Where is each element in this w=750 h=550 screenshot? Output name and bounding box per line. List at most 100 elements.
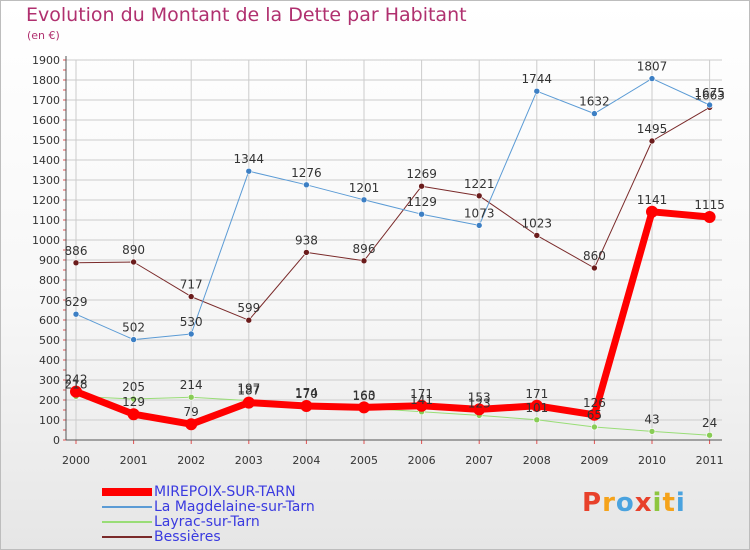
data-label: 502 — [122, 321, 145, 335]
data-label: 187 — [237, 384, 260, 398]
logo-letter: i — [652, 488, 663, 518]
data-label: 1344 — [234, 152, 265, 166]
y-tick-label: 400 — [39, 354, 60, 367]
x-tick-label: 2001 — [120, 454, 148, 467]
data-label: 1221 — [464, 177, 495, 191]
series-line-3 — [75, 106, 711, 321]
data-label: 101 — [525, 401, 548, 415]
data-label: 65 — [587, 408, 602, 422]
y-tick-label: 1500 — [32, 134, 60, 147]
series-point-1 — [130, 336, 137, 343]
data-label: 890 — [122, 243, 145, 257]
series-point-0 — [473, 403, 486, 416]
y-tick-label: 800 — [39, 274, 60, 287]
x-tick-label: 2004 — [292, 454, 320, 467]
data-label: 126 — [583, 396, 606, 410]
logo-letter: o — [615, 488, 635, 518]
series-point-0 — [242, 396, 255, 409]
data-label: 153 — [468, 390, 491, 404]
x-tick-label: 2011 — [696, 454, 724, 467]
data-label: 530 — [180, 315, 203, 329]
data-label: 170 — [295, 387, 318, 401]
logo-letter: x — [634, 488, 653, 518]
data-label: 938 — [295, 233, 318, 247]
data-label: 1276 — [291, 166, 322, 180]
data-label: 171 — [410, 387, 433, 401]
series-point-1 — [418, 210, 425, 218]
y-tick-label: 1900 — [32, 54, 60, 67]
y-tick-label: 100 — [39, 414, 60, 427]
series-point-1 — [187, 330, 195, 338]
y-tick-label: 200 — [39, 394, 60, 407]
series-point-3 — [187, 293, 195, 300]
y-tick-label: 1800 — [32, 74, 60, 87]
data-label: 174 — [295, 386, 318, 400]
y-tick-label: 300 — [39, 374, 60, 387]
series-point-1 — [72, 310, 80, 318]
legend-label-la-magdelaine: La Magdelaine-sur-Tarn — [154, 499, 315, 515]
series-point-3 — [303, 249, 310, 256]
grid-lines — [66, 59, 722, 441]
series-point-1 — [303, 181, 310, 189]
data-label: 860 — [583, 249, 606, 263]
x-tick-label: 2010 — [638, 454, 666, 467]
y-tick-label: 1400 — [32, 154, 60, 167]
data-label: 1495 — [637, 122, 668, 136]
y-tick-label: 600 — [39, 314, 60, 327]
data-label: 1269 — [406, 167, 437, 181]
series-point-3 — [591, 264, 598, 272]
data-label: 205 — [122, 380, 145, 394]
data-label: 242 — [65, 373, 88, 387]
y-tick-label: 1300 — [32, 174, 60, 187]
series-line-2 — [75, 395, 711, 436]
series-lines — [70, 75, 716, 439]
data-label: 1141 — [637, 193, 668, 207]
y-tick-label: 900 — [39, 254, 60, 267]
series-point-1 — [648, 75, 656, 82]
data-label: 1675 — [694, 86, 725, 100]
data-label: 43 — [644, 412, 659, 426]
legend-label-layrac: Layrac-sur-Tarn — [154, 514, 260, 530]
y-tick-label: 1100 — [32, 214, 60, 227]
series-point-0 — [185, 418, 198, 431]
series-point-0 — [300, 400, 313, 412]
data-label: 717 — [180, 278, 203, 292]
data-label: 1201 — [349, 181, 380, 195]
legend-swatch-bessieres — [102, 536, 152, 538]
data-label: 141 — [410, 393, 433, 407]
legend-swatch-layrac — [102, 521, 152, 523]
x-tick-label: 2008 — [523, 454, 551, 467]
series-point-3 — [360, 257, 368, 265]
data-label: 1807 — [637, 60, 668, 74]
legend-label-mirepoix: MIREPOIX-SUR-TARN — [154, 484, 296, 500]
y-tick-label: 0 — [53, 434, 60, 447]
series-point-1 — [475, 222, 483, 229]
y-tick-label: 1000 — [32, 234, 60, 247]
data-label: 197 — [237, 382, 260, 396]
data-label: 1744 — [522, 72, 553, 86]
series-point-2 — [648, 428, 656, 435]
data-label: 629 — [65, 295, 88, 309]
series-point-3 — [130, 258, 137, 266]
series-point-3 — [648, 137, 656, 145]
series-point-0 — [358, 401, 370, 414]
x-tick-label: 2000 — [62, 454, 90, 467]
x-tick-label: 2009 — [580, 454, 608, 467]
data-label: 1632 — [579, 95, 610, 109]
data-label: 160 — [353, 389, 376, 403]
logo-letter: t — [662, 488, 676, 518]
data-label: 24 — [702, 416, 717, 430]
series-point-2 — [591, 423, 598, 431]
series-line-1 — [75, 78, 711, 341]
data-label: 1115 — [694, 198, 725, 212]
series-point-0 — [703, 211, 716, 223]
series-point-3 — [245, 316, 253, 324]
data-label: 1023 — [522, 216, 553, 230]
series-point-0 — [646, 205, 658, 218]
series-point-2 — [706, 431, 713, 439]
line-chart: 0 100 200 300 400 500 600 700 800 900 1000 1100 1200… — [32, 54, 725, 467]
proxiti-logo: Proxiti — [582, 488, 686, 518]
data-label: 1129 — [406, 195, 437, 209]
series-point-2 — [533, 416, 541, 424]
